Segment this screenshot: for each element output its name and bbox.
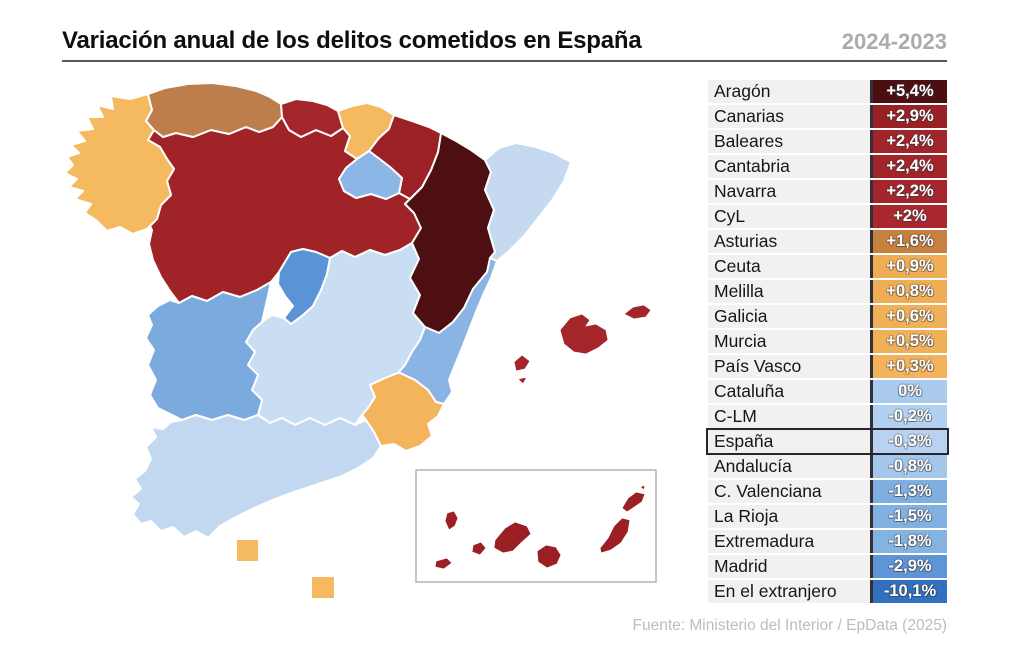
title-underline (62, 60, 947, 62)
canarias-la-palma (444, 510, 459, 531)
list-item: Baleares +2,4% (708, 130, 947, 153)
map-region-ceuta (237, 540, 258, 561)
map-region-extremadura (145, 281, 272, 421)
region-label: En el extranjero (708, 580, 870, 603)
region-label: Madrid (708, 555, 870, 578)
region-label: Ceuta (708, 255, 870, 278)
list-item: España -0,3% (706, 428, 949, 455)
region-label: Andalucía (708, 455, 870, 478)
baleares-ibiza (513, 354, 531, 372)
source-credit: Fuente: Ministerio del Interior / EpData… (632, 617, 947, 634)
map-region-andalucia (130, 414, 382, 539)
list-item: Melilla +0,8% (708, 280, 947, 303)
region-label: C. Valenciana (708, 480, 870, 503)
list-item: C-LM -0,2% (708, 405, 947, 428)
value-badge: +0,3% (870, 355, 947, 378)
region-label: Murcia (708, 330, 870, 353)
canarias-tenerife (493, 521, 532, 554)
region-label: C-LM (708, 405, 870, 428)
region-label: Aragón (708, 80, 870, 103)
region-label: Galicia (708, 305, 870, 328)
period-label: 2024-2023 (841, 29, 947, 54)
list-item: País Vasco +0,3% (708, 355, 947, 378)
canarias-fuerteventura (599, 517, 631, 554)
value-badge: +2% (870, 205, 947, 228)
map-region-canarias (434, 484, 646, 570)
value-badge: -10,1% (870, 580, 947, 603)
value-badge: 0% (870, 380, 947, 403)
map-region-murcia (361, 372, 445, 452)
region-ranking-list: Aragón +5,4% Canarias +2,9% Baleares +2,… (706, 80, 949, 605)
map-region-larioja (338, 150, 403, 200)
map-region-madrid (277, 248, 331, 325)
value-badge: -0,3% (870, 430, 947, 453)
baleares-menorca (623, 304, 652, 320)
list-item: Cataluña 0% (708, 380, 947, 403)
value-badge: -0,8% (870, 455, 947, 478)
value-badge: +5,4% (870, 80, 947, 103)
region-label: Baleares (708, 130, 870, 153)
list-item: Murcia +0,5% (708, 330, 947, 353)
value-badge: -1,3% (870, 480, 947, 503)
value-badge: +2,9% (870, 105, 947, 128)
list-item: Galicia +0,6% (708, 305, 947, 328)
page-title: Variación anual de los delitos cometidos… (62, 27, 642, 54)
list-item: Madrid -2,9% (708, 555, 947, 578)
map-region-baleares (513, 304, 652, 385)
canarias-el-hierro (434, 557, 453, 570)
value-badge: +0,9% (870, 255, 947, 278)
baleares-mallorca (559, 313, 609, 355)
map-region-navarra (368, 114, 442, 200)
canarias-lanzarote (621, 491, 646, 513)
region-label: Extremadura (708, 530, 870, 553)
value-badge: +2,4% (870, 130, 947, 153)
region-label: CyL (708, 205, 870, 228)
map-region-galicia (64, 93, 175, 235)
list-item: Asturias +1,6% (708, 230, 947, 253)
region-label: Asturias (708, 230, 870, 253)
value-badge: +0,5% (870, 330, 947, 353)
map-region-asturias (145, 82, 283, 138)
list-item: Ceuta +0,9% (708, 255, 947, 278)
value-badge: -2,9% (870, 555, 947, 578)
map-region-cantabria (280, 98, 344, 138)
value-badge: -1,8% (870, 530, 947, 553)
list-item: Cantabria +2,4% (708, 155, 947, 178)
region-label: Melilla (708, 280, 870, 303)
region-label: Cantabria (708, 155, 870, 178)
value-badge: +0,6% (870, 305, 947, 328)
list-item: Andalucía -0,8% (708, 455, 947, 478)
canarias-la-gomera (471, 541, 487, 556)
map-region-cataluna (484, 142, 572, 262)
list-item: Canarias +2,9% (708, 105, 947, 128)
region-label: La Rioja (708, 505, 870, 528)
region-label: Canarias (708, 105, 870, 128)
baleares-formentera (517, 376, 528, 385)
canarias-la-graciosa (639, 484, 646, 491)
value-badge: +1,6% (870, 230, 947, 253)
value-badge: +0,8% (870, 280, 947, 303)
region-label: País Vasco (708, 355, 870, 378)
list-item: CyL +2% (708, 205, 947, 228)
region-label: España (708, 430, 870, 453)
value-badge: -0,2% (870, 405, 947, 428)
canarias-gran-canaria (536, 544, 562, 569)
value-badge: -1,5% (870, 505, 947, 528)
region-label: Cataluña (708, 380, 870, 403)
list-item: Extremadura -1,8% (708, 530, 947, 553)
list-item: C. Valenciana -1,3% (708, 480, 947, 503)
list-item: La Rioja -1,5% (708, 505, 947, 528)
value-badge: +2,2% (870, 180, 947, 203)
list-item: En el extranjero -10,1% (708, 580, 947, 603)
map-region-melilla (312, 577, 334, 598)
list-item: Aragón +5,4% (708, 80, 947, 103)
region-label: Navarra (708, 180, 870, 203)
list-item: Navarra +2,2% (708, 180, 947, 203)
value-badge: +2,4% (870, 155, 947, 178)
